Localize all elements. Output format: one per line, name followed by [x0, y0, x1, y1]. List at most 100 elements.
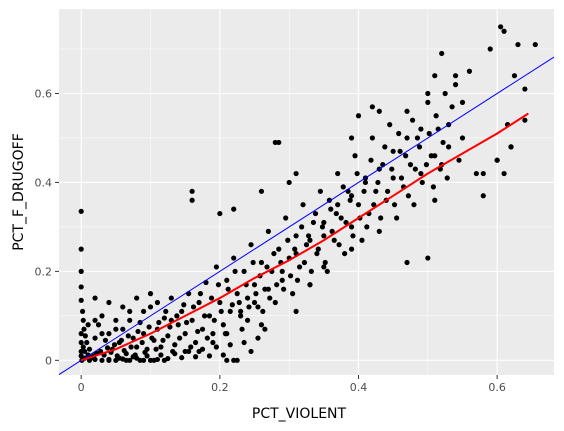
data-point [432, 197, 438, 203]
data-point [177, 335, 183, 341]
data-point [515, 41, 521, 48]
data-point [78, 246, 84, 252]
data-point [135, 328, 141, 335]
data-point [343, 219, 349, 226]
data-point [294, 277, 301, 283]
data-point [99, 357, 105, 363]
data-point [229, 302, 235, 308]
data-point [189, 317, 195, 323]
data-point [78, 208, 84, 214]
data-point [206, 313, 213, 319]
data-point [394, 215, 400, 221]
data-point [255, 304, 261, 310]
data-point [210, 339, 216, 346]
data-point [165, 333, 171, 339]
data-point [232, 268, 238, 274]
data-point [140, 331, 147, 337]
data-point [106, 357, 112, 363]
data-point [134, 295, 140, 301]
data-point [146, 324, 152, 330]
data-point [104, 345, 111, 351]
data-point [508, 144, 514, 150]
data-point [241, 339, 247, 346]
data-point [328, 206, 334, 212]
data-point [307, 282, 313, 288]
data-point [369, 135, 375, 141]
data-point [258, 322, 265, 328]
data-point [167, 324, 173, 330]
data-point [231, 357, 237, 363]
data-point [262, 326, 268, 332]
data-point [404, 135, 410, 141]
data-point [78, 348, 84, 355]
data-point [324, 268, 330, 274]
data-point [391, 202, 398, 208]
data-point [271, 250, 277, 257]
data-point [532, 41, 538, 48]
data-point [123, 357, 129, 363]
data-point [293, 308, 299, 315]
data-point [227, 342, 233, 348]
data-point [432, 153, 438, 159]
data-point [290, 291, 296, 297]
data-point [373, 188, 379, 194]
data-point [172, 351, 178, 357]
data-point [480, 170, 486, 177]
data-point [253, 291, 259, 297]
data-point [369, 104, 375, 110]
data-point [446, 144, 452, 150]
data-point [165, 355, 171, 362]
data-point [425, 90, 431, 97]
data-point [189, 197, 195, 203]
data-point [322, 259, 328, 266]
data-point [116, 355, 122, 361]
data-point [511, 73, 518, 79]
data-point [403, 153, 409, 159]
x-tick-label: 0.2 [211, 381, 229, 394]
data-point [120, 304, 126, 310]
data-point [414, 135, 421, 141]
data-point [264, 264, 270, 270]
data-point [78, 268, 84, 274]
data-point [217, 299, 223, 306]
data-point [310, 219, 317, 226]
data-point [220, 352, 226, 358]
data-point [160, 337, 166, 343]
data-point [179, 355, 185, 361]
fit-lines [58, 56, 555, 375]
data-point [382, 144, 388, 150]
data-point [92, 335, 98, 341]
data-point [147, 304, 154, 310]
data-point [179, 308, 185, 315]
data-point [301, 259, 308, 266]
data-point [312, 210, 319, 217]
data-point [251, 299, 258, 306]
y-tick-label: 0 [45, 354, 52, 367]
data-point [95, 322, 102, 328]
data-point [267, 295, 273, 301]
data-point [425, 99, 431, 105]
data-point [127, 308, 133, 315]
data-point [389, 166, 395, 172]
data-point [364, 224, 370, 230]
data-point [130, 354, 136, 360]
data-point [418, 170, 424, 177]
data-point [248, 348, 254, 355]
data-point [231, 206, 237, 212]
data-point [181, 302, 187, 308]
data-point [331, 237, 337, 243]
data-point [355, 202, 362, 208]
data-point [168, 295, 174, 301]
data-point [210, 331, 216, 337]
data-point [444, 175, 450, 181]
data-point [80, 344, 86, 350]
data-point [376, 228, 382, 234]
data-point [163, 308, 169, 315]
data-point [80, 317, 86, 323]
x-tick-label: 0.4 [350, 381, 368, 394]
data-point [480, 193, 486, 199]
data-point [440, 139, 446, 146]
data-point [430, 184, 436, 190]
data-point [151, 357, 157, 363]
